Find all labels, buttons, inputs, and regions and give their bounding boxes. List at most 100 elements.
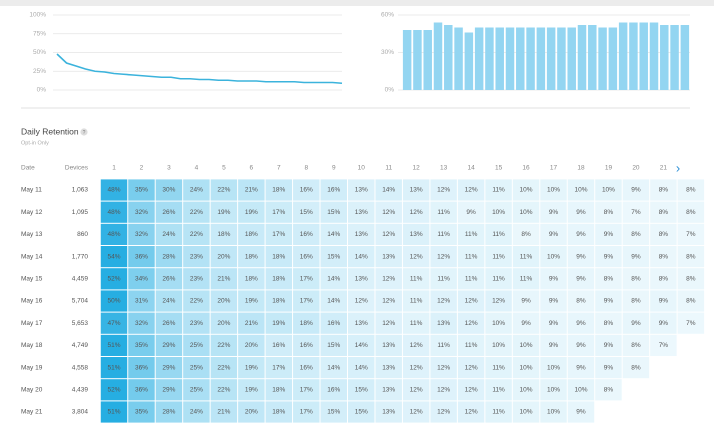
retention-cell [238,246,265,268]
retention-cell [293,357,320,379]
retention-value: 20% [217,320,230,327]
next-arrow[interactable]: › [676,160,680,175]
retention-value: 12% [465,187,478,194]
help-icon[interactable] [80,128,88,136]
retention-cell [375,401,402,423]
retention-value: 20% [245,409,258,416]
retention-value: 14% [327,364,340,371]
retention-cell [293,334,320,356]
retention-cell [155,334,183,356]
retention-value: 10% [492,320,505,327]
retention-value: 7% [686,231,696,238]
bar [577,25,587,90]
retention-cell [238,312,265,334]
retention-cell [128,268,155,290]
retention-cell [320,246,347,268]
retention-value: 24% [162,231,175,238]
bar [516,27,525,90]
retention-cell [622,268,650,290]
row-date: May 15 [21,276,43,283]
retention-cell [512,312,540,334]
retention-cell [595,223,622,245]
retention-value: 20% [245,342,258,349]
retention-value: 30% [162,187,175,194]
retention-value: 11% [492,276,505,283]
retention-cell [293,312,320,334]
retention-value: 9% [549,231,559,238]
retention-cell [100,312,128,334]
retention-cell [155,246,183,268]
retention-cell [347,334,375,356]
retention-value: 9% [659,298,669,305]
retention-cell [622,312,650,334]
retention-cell [457,179,485,201]
retention-cell [540,268,567,290]
retention-value: 12% [382,276,395,283]
retention-cell [485,401,512,423]
retention-cell [128,312,155,334]
retention-value: 11% [465,231,478,238]
retention-cell [238,401,265,423]
retention-value: 13% [355,231,368,238]
retention-cell [430,268,457,290]
retention-value: 35% [135,409,148,416]
retention-cell [540,334,567,356]
retention-value: 36% [135,387,148,394]
help-text[interactable]: ? [83,130,86,136]
retention-cell [512,246,540,268]
retention-value: 13% [410,187,423,194]
retention-cell [430,334,457,356]
retention-cell [238,223,265,245]
retention-value: 12% [382,298,395,305]
retention-cell [347,246,375,268]
retention-value: 48% [107,231,120,238]
retention-value: 10% [520,364,533,371]
y-tick-label: 60% [381,12,394,19]
retention-cell [402,334,430,356]
retention-cell [347,223,375,245]
retention-value: 8% [686,187,696,194]
column-header: 21 [660,165,668,172]
bar [423,30,432,90]
retention-value: 10% [520,209,533,216]
retention-cell [155,379,183,401]
retention-value: 18% [245,231,258,238]
retention-value: 12% [465,298,478,305]
retention-cell [128,401,155,423]
retention-cell [375,201,402,223]
retention-value: 12% [437,364,450,371]
retention-value: 18% [245,253,258,260]
retention-cell [430,379,457,401]
retention-cell [595,246,622,268]
retention-cell [155,223,183,245]
retention-cell [677,290,705,312]
retention-cell [512,179,540,201]
retention-cell [293,223,320,245]
retention-value: 32% [135,231,148,238]
retention-value: 11% [492,253,505,260]
retention-value: 13% [355,187,368,194]
retention-cell [622,223,650,245]
y-tick-label: 100% [29,12,46,19]
retention-value: 18% [272,253,285,260]
column-header: 12 [413,165,421,172]
retention-cell [183,379,210,401]
retention-value: 22% [190,209,203,216]
retention-cell [375,179,402,201]
retention-value: 12% [437,387,450,394]
retention-cell [320,334,347,356]
row-devices: 4,459 [72,276,89,283]
retention-value: 12% [437,187,450,194]
retention-value: 16% [300,342,313,349]
retention-cell [238,179,265,201]
retention-cell [238,290,265,312]
retention-cell [347,379,375,401]
retention-value: 9% [576,320,586,327]
retention-value: 24% [162,298,175,305]
retention-value: 21% [217,276,230,283]
retention-cell [293,268,320,290]
retention-value: 18% [272,298,285,305]
retention-value: 9% [659,320,669,327]
